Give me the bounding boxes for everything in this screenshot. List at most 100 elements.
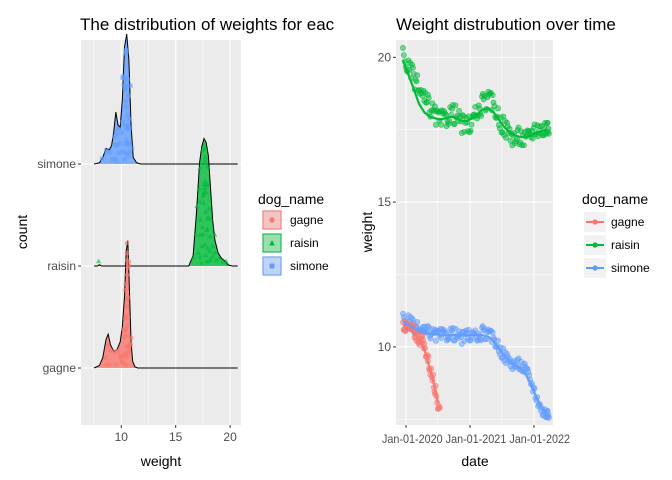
jitter-point-raisin (202, 178, 208, 184)
jitter-point-raisin (197, 165, 203, 171)
time-scatter-y-tick-label: 20 (378, 50, 392, 64)
jitter-point-simone (123, 87, 128, 92)
time-scatter-point-raisin (495, 105, 501, 112)
ridgeline-legend-shape-raisin (269, 240, 275, 246)
jitter-point-gagne (105, 343, 111, 348)
jitter-point-gagne (126, 259, 132, 265)
jitter-point-gagne (115, 348, 121, 354)
jitter-point-gagne (124, 350, 130, 356)
jitter-point-simone (109, 157, 115, 162)
jitter-point-raisin (190, 254, 197, 260)
jitter-point-raisin (212, 231, 218, 237)
time-scatter-x-axis-label: date (461, 453, 488, 469)
jitter-point-simone (99, 156, 105, 161)
jitter-point-raisin (210, 243, 216, 249)
time-scatter-point-raisin (425, 95, 432, 101)
time-scatter-chart-title: Weight distrubution over time (396, 15, 616, 34)
jitter-point-raisin (197, 199, 203, 204)
jitter-point-raisin (204, 215, 210, 221)
ridgeline-y-axis-label: count (14, 215, 30, 249)
ridgeline-legend: dog_name gagne raisin simone (258, 191, 329, 276)
time-scatter-point-simone (433, 337, 439, 344)
jitter-point-simone (114, 130, 119, 136)
time-scatter-point-simone (545, 414, 552, 421)
jitter-point-raisin (202, 154, 208, 159)
time-scatter-point-raisin (478, 113, 485, 119)
ridgeline-y-tick-label: gagne (43, 361, 77, 375)
time-scatter-point-raisin (414, 72, 421, 79)
jitter-point-simone (125, 123, 131, 128)
time-scatter-legend: dog_name gagne raisin simone (582, 191, 650, 278)
jitter-point-gagne (125, 322, 130, 328)
time-scatter-x-tick-labels: Jan-01-2020 Jan-01-2021 Jan-01-2022 (382, 432, 570, 446)
ridgeline-x-tick-label: 10 (115, 430, 129, 444)
jitter-point-gagne (125, 304, 130, 309)
time-scatter-y-axis-label: weight (359, 212, 375, 254)
jitter-point-simone (123, 50, 129, 55)
jitter-point-simone (123, 123, 128, 128)
jitter-point-raisin (206, 205, 212, 211)
jitter-point-gagne (124, 240, 130, 246)
jitter-point-simone (123, 98, 129, 104)
jitter-point-simone (125, 142, 131, 147)
jitter-point-gagne (124, 354, 130, 360)
jitter-point-raisin (202, 252, 209, 258)
ridgeline-x-tick-label: 20 (223, 430, 237, 444)
jitter-point-simone (127, 150, 133, 155)
jitter-point-simone (119, 130, 125, 136)
time-scatter-legend-items: gagne raisin simone (584, 212, 650, 278)
time-scatter-point-raisin (400, 44, 406, 51)
time-scatter-point-raisin (442, 111, 449, 118)
jitter-point-raisin (201, 143, 207, 148)
time-scatter-point-raisin (452, 102, 459, 109)
jitter-point-simone (117, 141, 123, 146)
jitter-point-raisin (201, 190, 207, 195)
jitter-point-raisin (195, 250, 201, 255)
time-scatter-point-raisin (503, 134, 509, 141)
jitter-point-simone (120, 119, 125, 125)
ridgeline-x-tick-labels: 10 15 20 (115, 425, 237, 444)
jitter-point-simone (114, 159, 119, 164)
time-scatter-legend-title: dog_name (582, 191, 648, 207)
jitter-point-simone (112, 156, 118, 162)
jitter-point-simone (124, 104, 129, 110)
jitter-point-simone (125, 77, 130, 82)
jitter-point-raisin (202, 209, 209, 214)
time-scatter-smooth-line-gagne (402, 324, 439, 404)
time-scatter-chart: Weight distrubution over time 10 15 20 Jan… (359, 15, 650, 469)
time-scatter-point-simone (472, 327, 479, 334)
ridgeline-y-tick-label: raisin (47, 259, 76, 273)
time-scatter-point-gagne (436, 404, 443, 411)
jitter-point-raisin (201, 185, 208, 191)
jitter-point-raisin (208, 216, 214, 221)
time-scatter-point-raisin (467, 127, 474, 134)
time-scatter-point-simone (495, 337, 501, 344)
ridgeline-legend-label-gagne: gagne (290, 213, 324, 227)
jitter-point-simone (125, 112, 131, 118)
jitter-point-raisin (202, 158, 208, 163)
time-scatter-legend-label-simone: simone (611, 261, 650, 275)
ridgeline-x-tick-label: 15 (169, 430, 183, 444)
time-scatter-point-raisin (451, 121, 458, 127)
jitter-point-gagne (129, 335, 134, 341)
time-scatter-smooth-line-raisin (401, 59, 548, 139)
jitter-point-simone (127, 116, 132, 122)
jitter-point-gagne (113, 362, 119, 367)
jitter-point-raisin (212, 250, 218, 255)
jitter-point-simone (128, 83, 133, 89)
jitter-point-raisin (216, 255, 222, 261)
time-scatter-point-raisin (544, 119, 551, 126)
ridgeline-chart: The distribution of weights for eac gagn… (14, 15, 335, 469)
ridgeline-x-axis-label: weight (140, 453, 182, 469)
jitter-point-raisin (204, 245, 211, 251)
jitter-point-gagne (103, 355, 108, 361)
time-scatter-point-raisin (545, 130, 552, 137)
jitter-point-raisin (194, 203, 200, 209)
jitter-point-raisin (204, 226, 210, 232)
jitter-point-gagne (107, 347, 113, 353)
time-scatter-point-raisin (413, 78, 420, 85)
jitter-point-simone (114, 142, 120, 148)
jitter-point-gagne (124, 296, 130, 302)
time-scatter-point-raisin (529, 135, 536, 142)
jitter-point-raisin (197, 231, 203, 237)
